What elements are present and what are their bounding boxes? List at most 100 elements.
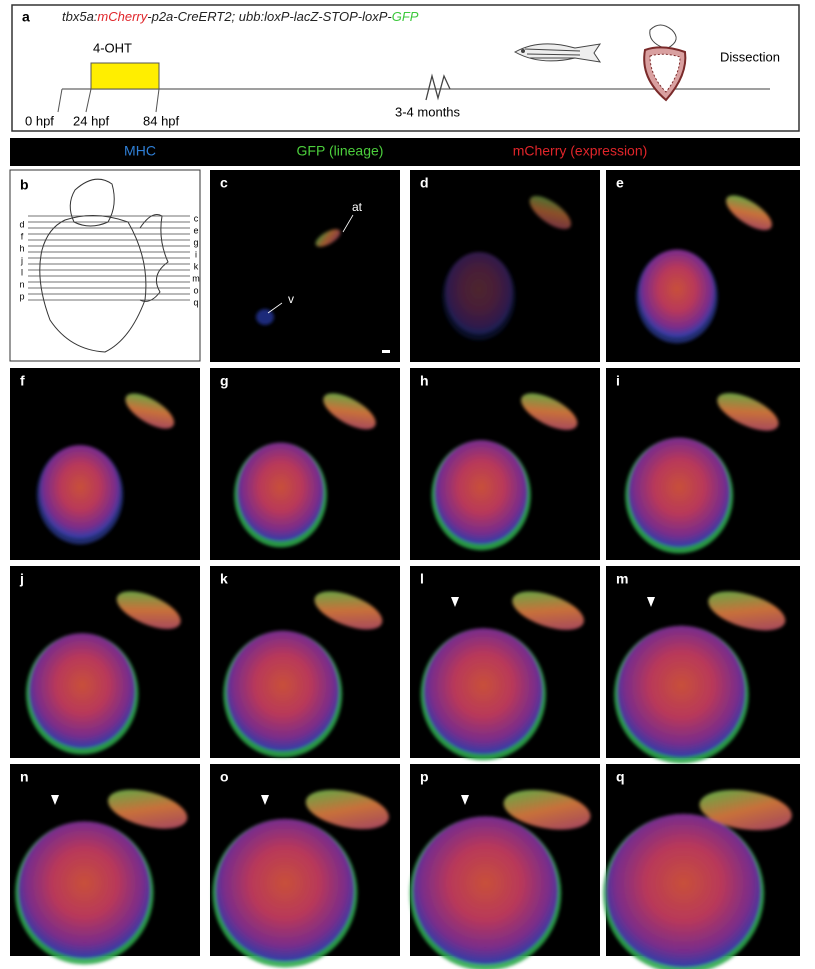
ventricle bbox=[628, 437, 731, 548]
ventricle bbox=[434, 440, 528, 545]
atrium bbox=[708, 591, 786, 631]
atrium bbox=[125, 393, 175, 429]
tissue bbox=[625, 393, 779, 554]
panel-label: e bbox=[616, 175, 624, 191]
atrium bbox=[512, 591, 584, 630]
ventricle bbox=[215, 818, 355, 962]
legend-entry: mCherry (expression) bbox=[513, 143, 648, 159]
ventricle bbox=[256, 309, 274, 325]
panel-label: n bbox=[20, 769, 29, 785]
time-break bbox=[425, 73, 451, 101]
tissue bbox=[36, 393, 175, 545]
legend-entry: MHC bbox=[124, 143, 156, 159]
ventricle bbox=[617, 625, 746, 758]
panel-b-frame bbox=[9, 169, 201, 362]
genotype-title: tbx5a:mCherry-p2a-CreERT2; ubb:loxP-lacZ… bbox=[62, 9, 419, 24]
section-label: f bbox=[21, 231, 24, 241]
panel-label: g bbox=[220, 373, 229, 389]
micrograph-panel: d bbox=[410, 170, 600, 362]
arrowhead bbox=[461, 795, 469, 805]
section-label: j bbox=[20, 255, 23, 265]
section-label: e bbox=[193, 225, 198, 235]
panel-label: j bbox=[19, 571, 24, 587]
tissue bbox=[223, 591, 383, 758]
micrograph-panel: g bbox=[210, 368, 400, 560]
micrograph-panel: i bbox=[606, 368, 800, 560]
title-segment: tbx5a: bbox=[62, 9, 98, 24]
timepoint: 24 hpf bbox=[73, 113, 110, 128]
tissue bbox=[431, 393, 578, 551]
arrowhead bbox=[647, 597, 655, 607]
atrium bbox=[107, 789, 188, 829]
tissue bbox=[420, 591, 584, 761]
panel-label: m bbox=[616, 571, 628, 587]
section-label: i bbox=[195, 249, 197, 259]
treatment-window bbox=[90, 62, 160, 90]
micrograph-panel: j bbox=[10, 566, 200, 758]
micrograph-panel: f bbox=[10, 368, 200, 560]
panel-label: f bbox=[20, 373, 25, 389]
micrograph-panel: e bbox=[606, 170, 800, 362]
pointer bbox=[267, 302, 283, 314]
section-lines: c d e f g h i j k l m n o p q bbox=[19, 213, 199, 307]
tick bbox=[155, 88, 160, 113]
ventricle bbox=[412, 816, 559, 965]
section-label: c bbox=[194, 213, 199, 223]
legend: MHC GFP (lineage) mCherry (expression) bbox=[124, 143, 647, 159]
micrograph-panel: c at v bbox=[210, 170, 400, 362]
panel-label: k bbox=[220, 571, 228, 587]
tissue bbox=[15, 789, 188, 965]
timepoint: 84 hpf bbox=[143, 113, 180, 128]
treatment-label: 4-OHT bbox=[93, 40, 132, 55]
micrograph-panel: m bbox=[606, 566, 800, 764]
micrograph-panel: l bbox=[410, 566, 600, 761]
micrograph-bg bbox=[210, 170, 400, 362]
micrograph-panel: k bbox=[210, 566, 400, 758]
tissue bbox=[614, 591, 786, 764]
ventricle bbox=[28, 633, 136, 749]
ventricle bbox=[39, 445, 121, 539]
tissue bbox=[409, 790, 591, 969]
scale-bar bbox=[382, 350, 390, 353]
panel-label: h bbox=[420, 373, 429, 389]
micrograph-panel: o bbox=[210, 764, 400, 968]
panel-label: p bbox=[420, 769, 429, 785]
ventricle bbox=[423, 628, 543, 755]
panel-label: i bbox=[616, 373, 620, 389]
atrium bbox=[503, 790, 591, 830]
atrium bbox=[717, 393, 779, 431]
ventricle bbox=[606, 813, 762, 968]
section-label: q bbox=[193, 297, 198, 307]
section-label: h bbox=[19, 243, 24, 253]
section-label: n bbox=[19, 279, 24, 289]
micrograph-panel: q bbox=[603, 764, 800, 969]
legend-entry: GFP (lineage) bbox=[297, 143, 384, 159]
pointer bbox=[342, 214, 354, 233]
section-label: m bbox=[192, 273, 200, 283]
heart-icon bbox=[643, 24, 687, 102]
atrium bbox=[305, 789, 389, 830]
section-label: o bbox=[193, 285, 198, 295]
arrowhead bbox=[451, 597, 459, 607]
later-time: 3-4 months bbox=[395, 104, 461, 119]
annotation: v bbox=[288, 292, 294, 306]
ventricle bbox=[639, 249, 715, 338]
tick bbox=[85, 88, 92, 113]
ventricle bbox=[18, 821, 151, 959]
title-segment: mCherry bbox=[97, 9, 148, 24]
arrowhead bbox=[261, 795, 269, 805]
tissue bbox=[256, 229, 341, 325]
atrium bbox=[314, 591, 383, 630]
legend-bar bbox=[10, 138, 800, 166]
endpoint: Dissection bbox=[720, 49, 780, 64]
tissue bbox=[234, 393, 376, 548]
arrowhead bbox=[51, 795, 59, 805]
title-segment: GFP bbox=[392, 9, 419, 24]
tissue bbox=[25, 591, 181, 755]
atrium bbox=[529, 195, 572, 230]
atrium bbox=[315, 229, 341, 247]
atrium bbox=[323, 393, 376, 430]
atrium bbox=[699, 789, 792, 831]
section-label: g bbox=[193, 237, 198, 247]
